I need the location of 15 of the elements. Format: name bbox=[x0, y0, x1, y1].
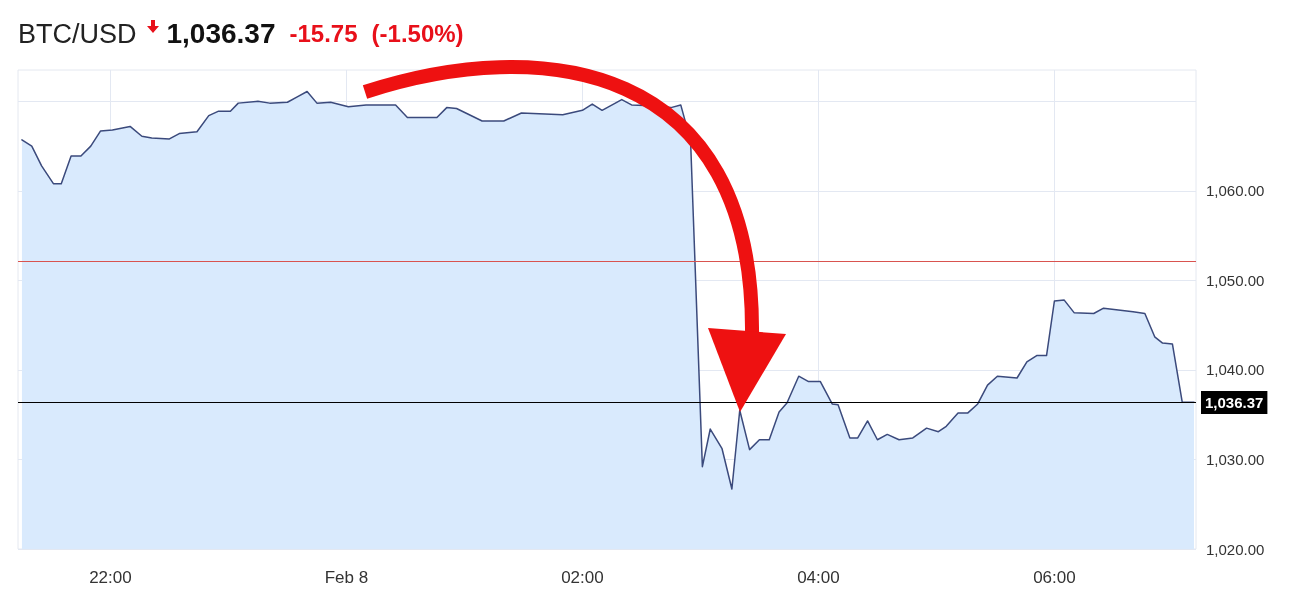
ref-line-label: 1,036.37 bbox=[1205, 393, 1264, 411]
y-tick-label: 1,020.00 bbox=[1206, 540, 1265, 558]
x-tick-label: 04:00 bbox=[797, 568, 840, 587]
x-tick-label: 06:00 bbox=[1033, 568, 1076, 587]
y-tick-label: 1,030.00 bbox=[1206, 450, 1265, 468]
x-tick-label: 22:00 bbox=[89, 568, 132, 587]
text: (-1.50%) bbox=[371, 20, 464, 48]
y-tick-label: 1,040.00 bbox=[1206, 361, 1265, 379]
y-tick-label: 1,050.00 bbox=[1206, 271, 1265, 289]
x-tick-label: Feb 8 bbox=[324, 568, 369, 587]
text: 1,036.37 bbox=[166, 18, 276, 50]
x-tick-label: 02:00 bbox=[561, 568, 604, 587]
y-tick-label: 1,060.00 bbox=[1206, 182, 1265, 200]
chart-title: BTC/USD bbox=[18, 18, 137, 50]
text: -15.75 bbox=[289, 20, 358, 48]
